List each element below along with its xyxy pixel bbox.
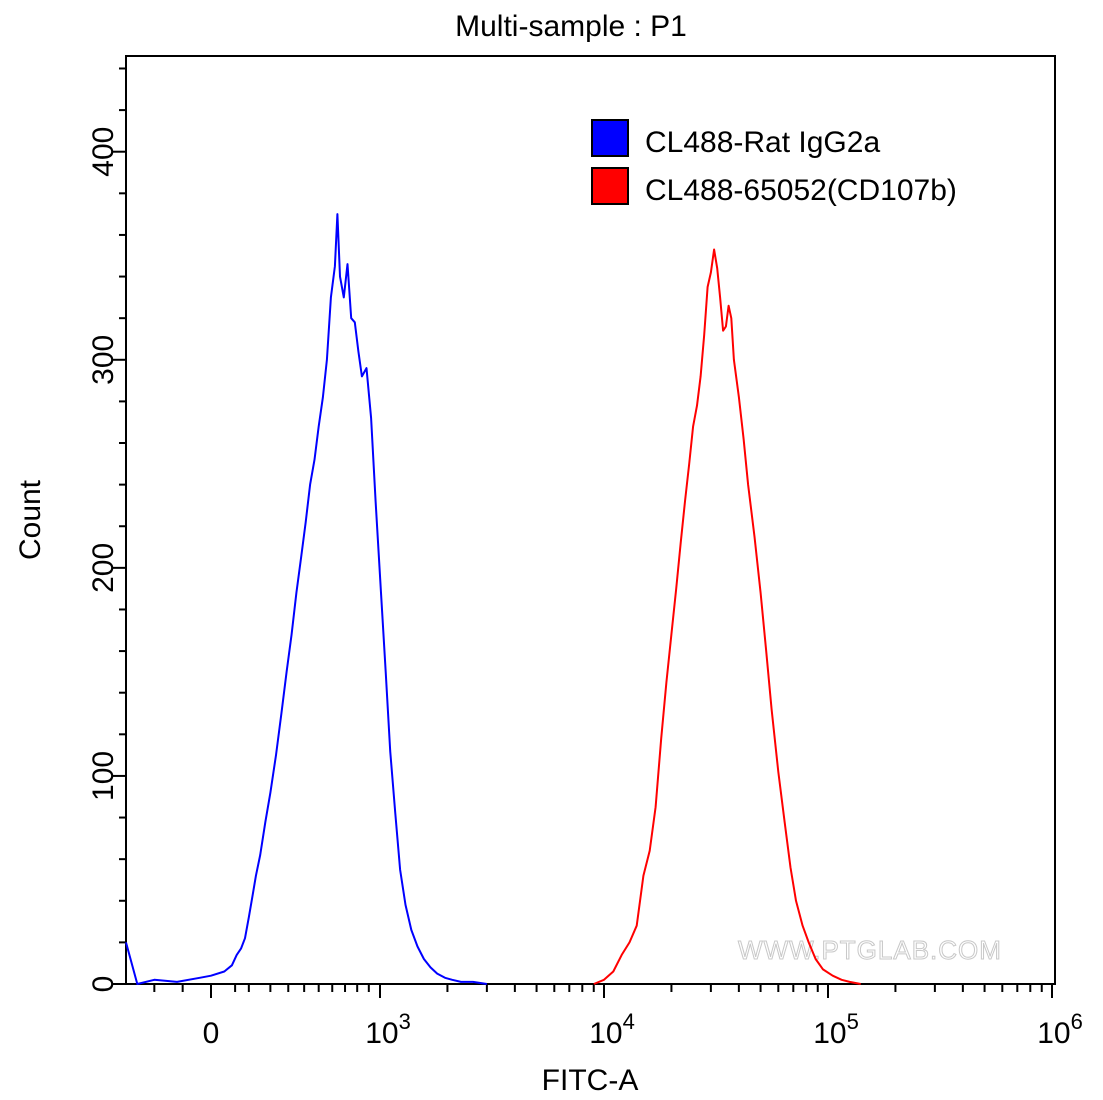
x-axis-ticks: 0 103 104 105 106	[153, 984, 1083, 1050]
x-tick-label: 103	[365, 1009, 411, 1050]
series-line-2	[593, 248, 861, 985]
y-tick-label: 0	[87, 976, 120, 993]
series-line-1	[125, 213, 488, 985]
x-tick-label: 104	[589, 1009, 635, 1050]
y-tick-label: 400	[87, 127, 120, 177]
x-tick-label: 105	[813, 1009, 859, 1050]
legend-swatch-1	[591, 119, 629, 157]
y-tick-label: 200	[87, 543, 120, 593]
plot-area	[125, 55, 1056, 985]
y-tick-label: 100	[87, 751, 120, 801]
chart-title: Multi-sample : P1	[455, 10, 687, 43]
watermark: WWW.PTGLAB.COM	[738, 935, 1002, 965]
y-tick-label: 300	[87, 335, 120, 385]
legend-label-2: CL488-65052(CD107b)	[645, 174, 957, 207]
y-axis-label: Count	[14, 479, 47, 560]
x-tick-label: 106	[1037, 1009, 1083, 1050]
series-layer	[125, 213, 861, 985]
legend-swatch-2	[591, 167, 629, 205]
legend-label-1: CL488-Rat IgG2a	[645, 126, 880, 159]
x-axis-label: FITC-A	[542, 1064, 639, 1097]
x-tick-label: 0	[203, 1017, 220, 1050]
legend: CL488-Rat IgG2a CL488-65052(CD107b)	[591, 119, 957, 207]
y-axis-ticks: 0 100 200 300 400	[87, 67, 126, 993]
